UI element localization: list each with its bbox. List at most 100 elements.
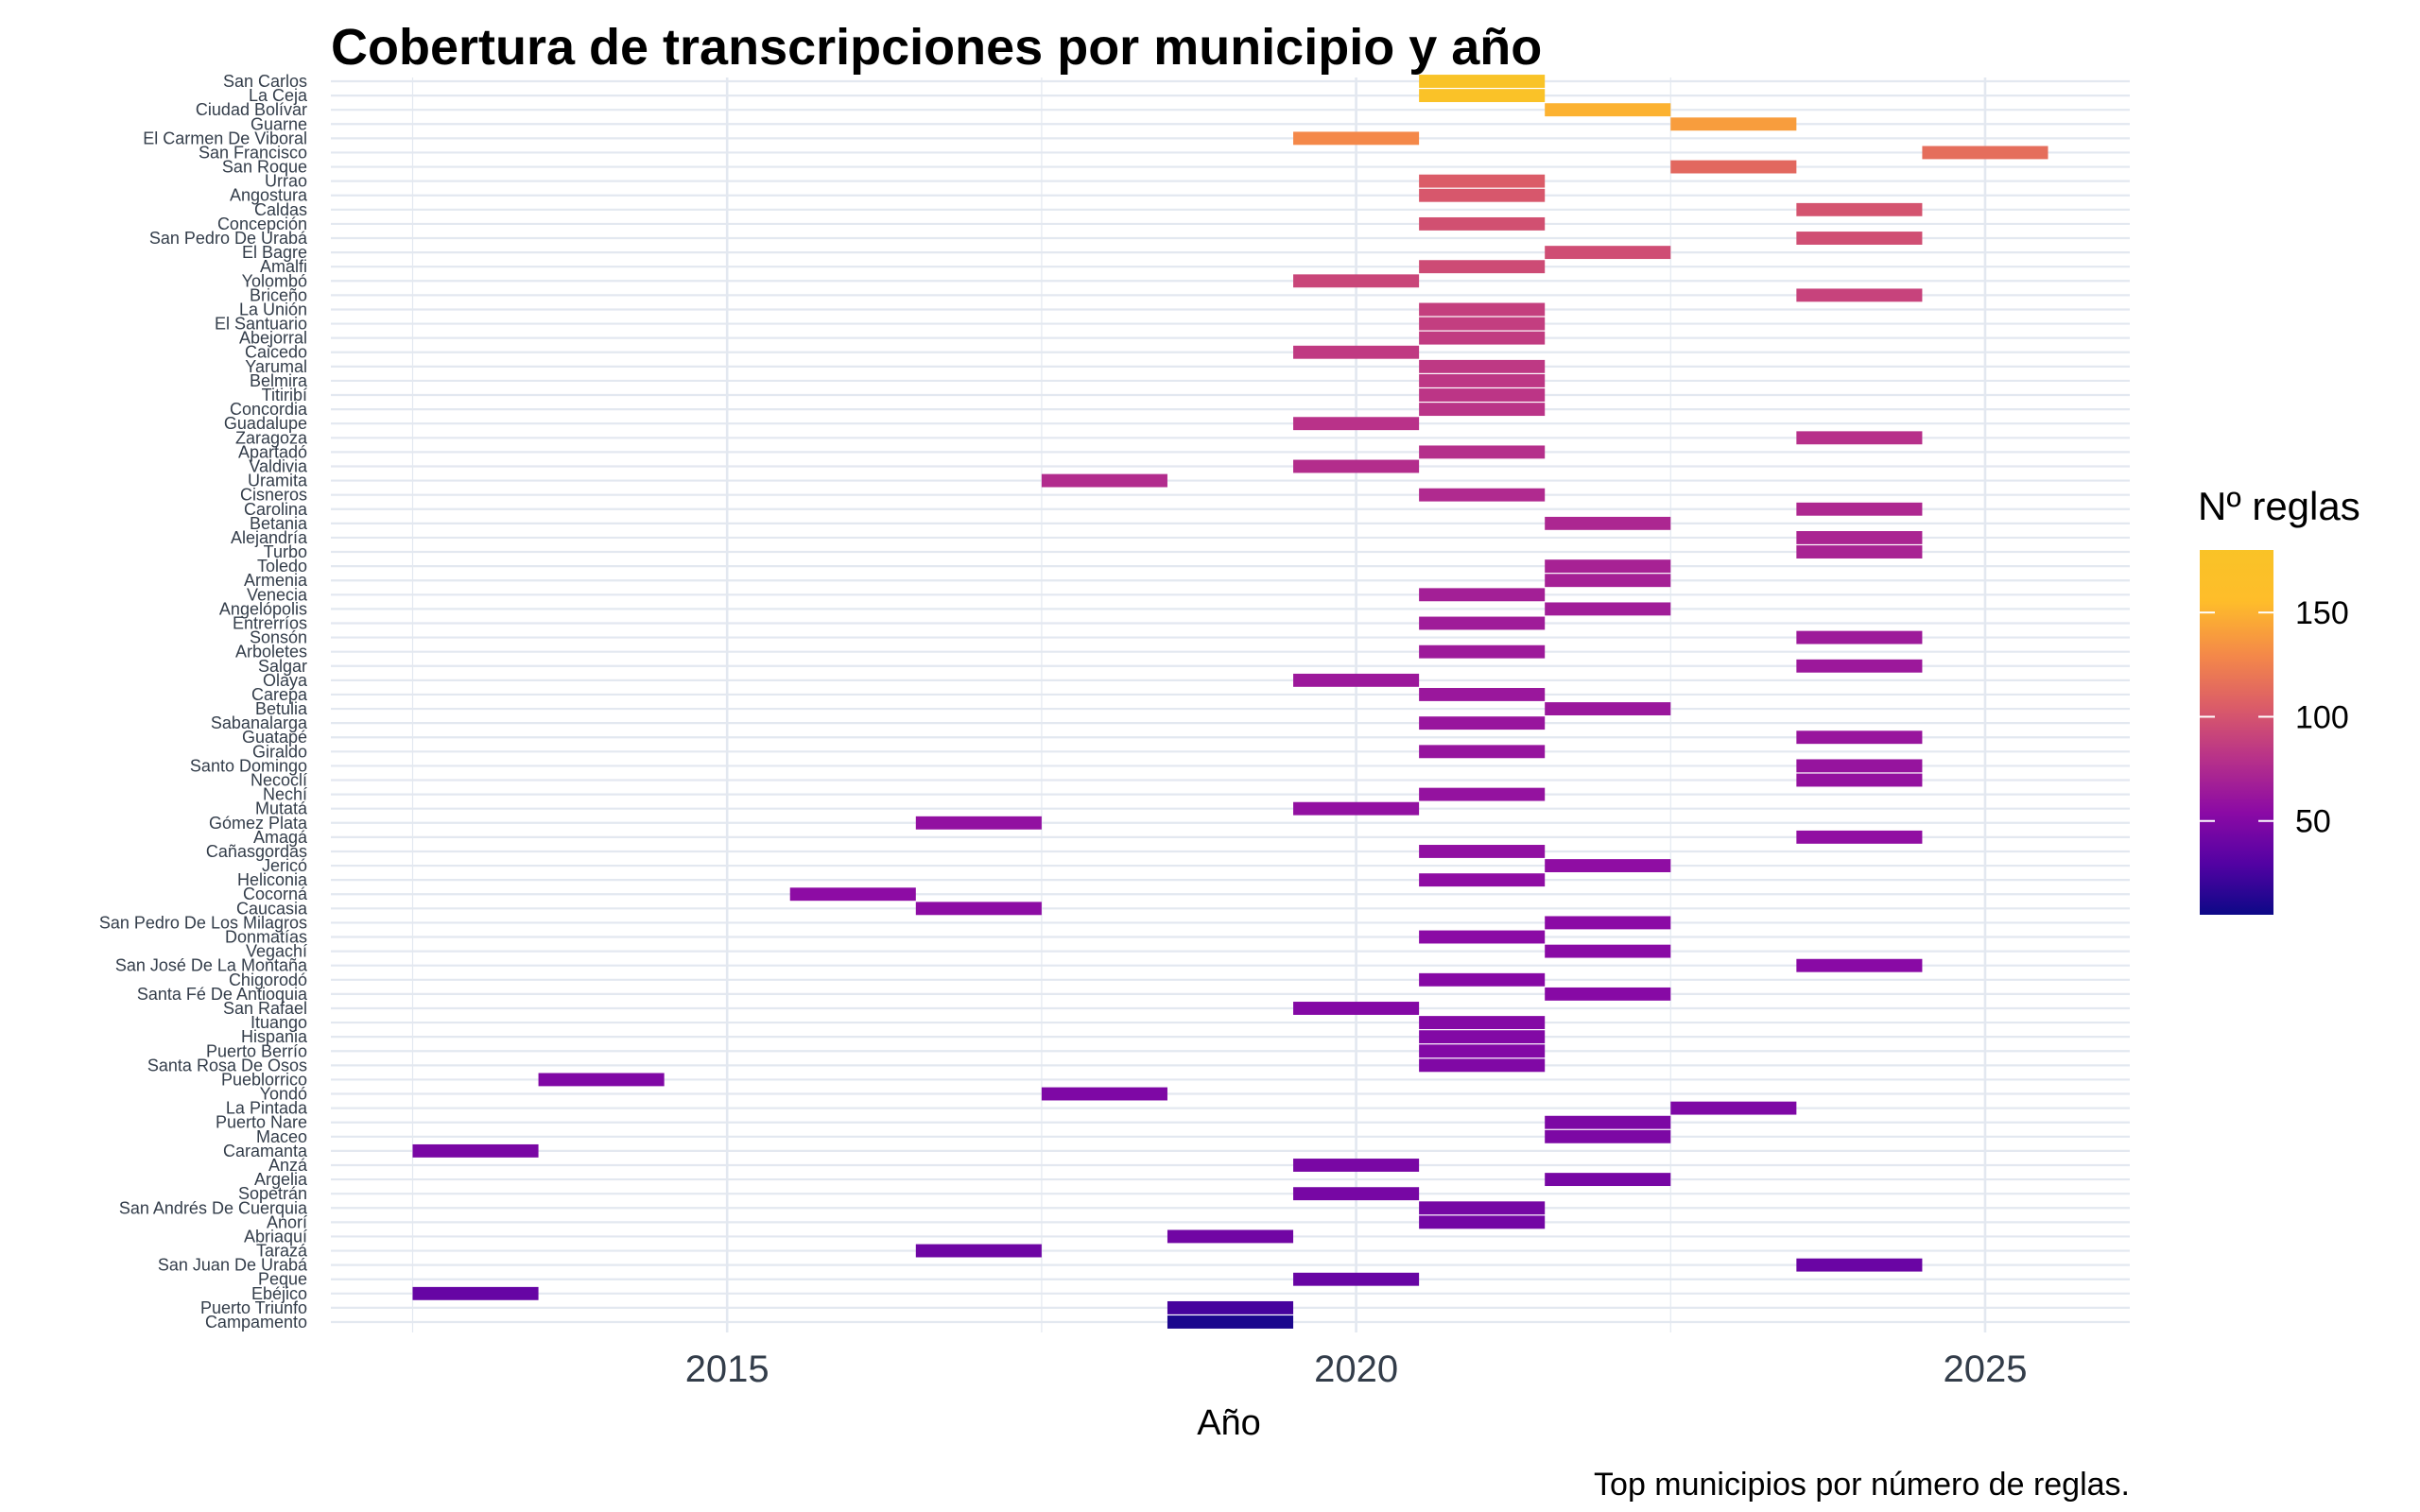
bar <box>1419 845 1546 858</box>
bar <box>1545 574 1671 588</box>
y-tick-label: Anzá <box>268 1156 308 1175</box>
bar <box>1293 1272 1420 1286</box>
y-tick-label: Vegachí <box>246 942 307 961</box>
y-tick-label: Belmira <box>250 371 308 390</box>
y-tick-label: San Roque <box>222 158 307 177</box>
bar <box>1545 944 1671 958</box>
bar <box>412 1286 539 1300</box>
bar <box>1419 1201 1546 1215</box>
bar <box>1796 545 1923 558</box>
y-tick-label: El Carmen De Viboral <box>143 129 307 147</box>
y-tick-label: Sopetrán <box>238 1184 307 1203</box>
y-tick-label: El Santuario <box>215 315 307 334</box>
bar <box>1796 830 1923 844</box>
y-tick-label: Betulia <box>255 699 308 718</box>
y-tick-label: Sonsón <box>250 628 307 647</box>
bar <box>915 816 1042 830</box>
bar <box>1293 1187 1420 1201</box>
bar <box>1796 730 1923 745</box>
bar <box>1545 1173 1671 1187</box>
y-tick-label: Apartadó <box>238 442 307 461</box>
bar <box>1419 873 1546 887</box>
bar <box>1796 1258 1923 1272</box>
bar <box>1545 859 1671 872</box>
y-tick-label: Turbo <box>264 542 307 561</box>
y-tick-label: Puerto Berrío <box>206 1041 307 1060</box>
bar <box>1293 459 1420 473</box>
y-tick-label: Guatapé <box>242 728 307 747</box>
bar <box>1419 388 1546 402</box>
y-tick-label: Betania <box>250 514 308 533</box>
bar <box>1796 431 1923 445</box>
y-tick-label: Puerto Triunfo <box>200 1298 307 1317</box>
y-tick-label: Urrao <box>265 172 307 191</box>
x-tick-label: 2020 <box>1314 1349 1398 1390</box>
bar <box>1167 1300 1294 1314</box>
bar <box>1796 630 1923 644</box>
y-tick-label: La Pintada <box>226 1099 308 1118</box>
y-tick-label: Amalfi <box>260 257 307 276</box>
bar <box>538 1073 665 1087</box>
y-tick-label: Puerto Nare <box>216 1113 307 1132</box>
y-tick-label: Pueblorrico <box>221 1070 307 1089</box>
bar <box>1419 972 1546 987</box>
y-tick-label: Argelia <box>254 1170 308 1189</box>
y-tick-label: Anorí <box>267 1212 307 1231</box>
bar <box>1419 688 1546 701</box>
bar <box>1293 131 1420 146</box>
bar <box>1545 246 1671 260</box>
bar <box>1041 1087 1167 1101</box>
y-tick-label: Amagá <box>253 828 308 847</box>
bar <box>789 887 916 902</box>
y-tick-label: Venecia <box>247 585 308 604</box>
y-tick-label: San Pedro De Urabá <box>149 229 308 248</box>
y-tick-label: Sabanalarga <box>211 713 308 732</box>
x-axis-title: Año <box>1197 1403 1261 1443</box>
bar <box>1419 787 1546 801</box>
legend-tick-label: 100 <box>2295 699 2349 735</box>
y-tick-label: Zaragoza <box>235 428 308 447</box>
y-tick-label: Ituango <box>251 1013 307 1032</box>
bar <box>1922 146 2048 160</box>
bar <box>1419 930 1546 944</box>
y-tick-label: Gómez Plata <box>209 814 308 833</box>
y-tick-label: Campamento <box>205 1313 307 1332</box>
bar <box>1293 1002 1420 1015</box>
y-tick-label: Donmatías <box>225 928 307 947</box>
y-tick-label: Caicedo <box>245 343 307 362</box>
bar <box>412 1143 539 1158</box>
bar <box>1796 759 1923 773</box>
y-tick-label: Guarne <box>251 114 307 133</box>
y-tick-label: Abejorral <box>239 329 307 348</box>
y-tick-label: Concepción <box>217 215 307 233</box>
bar <box>1293 1159 1420 1172</box>
bar <box>1419 716 1546 730</box>
bar <box>1419 331 1546 345</box>
bar <box>1419 89 1546 103</box>
y-tick-label: Yarumal <box>245 357 307 376</box>
bar <box>1545 916 1671 930</box>
legend-tick-label: 150 <box>2295 595 2349 631</box>
y-tick-label: San Pedro De Los Milagros <box>99 913 307 932</box>
bar <box>1419 445 1546 459</box>
bar <box>1545 1115 1671 1129</box>
y-tick-label: Angelópolis <box>219 599 307 618</box>
y-tick-label: Salgar <box>258 657 307 676</box>
y-tick-label: Angostura <box>230 186 308 205</box>
y-tick-label: Yolombó <box>242 271 307 290</box>
y-tick-label: Yondó <box>260 1085 307 1104</box>
bar <box>1796 958 1923 972</box>
y-tick-label: Guadalupe <box>224 414 307 433</box>
bar <box>1419 373 1546 387</box>
bar <box>1796 232 1923 245</box>
y-tick-label: Santa Fé De Antioquia <box>137 985 308 1004</box>
y-tick-label: Uramita <box>248 472 308 490</box>
chart-title: Cobertura de transcripciones por municip… <box>331 19 1542 76</box>
x-axis-tick-labels: 2015 2020 2025 <box>685 1349 2028 1390</box>
bar <box>1419 359 1546 373</box>
bar <box>1419 1215 1546 1229</box>
bar <box>1796 288 1923 302</box>
bar <box>1796 773 1923 787</box>
